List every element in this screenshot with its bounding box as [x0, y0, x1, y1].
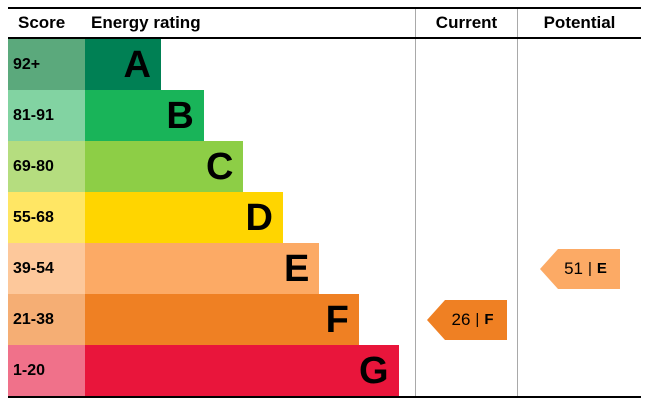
band-bar: B — [85, 90, 204, 141]
band-letter: F — [325, 298, 349, 341]
header-row: Score Energy rating Current Potential — [8, 9, 641, 39]
header-current: Current — [415, 9, 517, 37]
band-letter: A — [123, 43, 151, 86]
header-energy-rating: Energy rating — [91, 13, 201, 32]
band-row-c: 69-80 C — [8, 141, 641, 192]
band-row-d: 55-68 D — [8, 192, 641, 243]
band-letter: B — [166, 94, 194, 137]
band-score-label: 39-54 — [8, 243, 85, 294]
band-score-label: 1-20 — [8, 345, 85, 396]
current-value: 26 — [451, 309, 471, 329]
band-bar: E — [85, 243, 320, 294]
current-arrow: 26 | F — [426, 299, 507, 340]
band-score-label: 21-38 — [8, 294, 85, 345]
band-bar: D — [85, 192, 283, 243]
potential-arrow: 51 | E — [539, 248, 620, 289]
header-score: Score — [18, 13, 66, 32]
band-score-label: 92+ — [8, 39, 85, 90]
band-letter: D — [245, 196, 273, 239]
band-bar: F — [85, 294, 359, 345]
band-score-label: 81-91 — [8, 90, 85, 141]
band-score-label: 55-68 — [8, 192, 85, 243]
potential-value: 51 — [564, 258, 583, 278]
band-row-a: 92+ A — [8, 39, 641, 90]
band-bar: G — [85, 345, 399, 396]
band-row-g: 1-20 G — [8, 345, 641, 396]
epc-rating-chart: Score Energy rating Current Potential 92… — [8, 7, 641, 398]
arrow-separator: | — [475, 311, 480, 328]
band-bar: C — [85, 141, 244, 192]
current-letter: F — [484, 311, 494, 328]
header-potential: Potential — [517, 9, 641, 37]
band-letter: C — [205, 145, 234, 188]
band-row-b: 81-91 B — [8, 90, 641, 141]
arrow-separator: | — [588, 260, 592, 277]
band-letter: E — [283, 247, 310, 290]
potential-letter: E — [596, 260, 607, 277]
band-bar: A — [85, 39, 161, 90]
band-row-f: 21-38 F 26 | F — [8, 294, 641, 345]
band-score-label: 69-80 — [8, 141, 85, 192]
band-letter: G — [358, 349, 389, 392]
band-row-e: 39-54 E 51 | E — [8, 243, 641, 294]
